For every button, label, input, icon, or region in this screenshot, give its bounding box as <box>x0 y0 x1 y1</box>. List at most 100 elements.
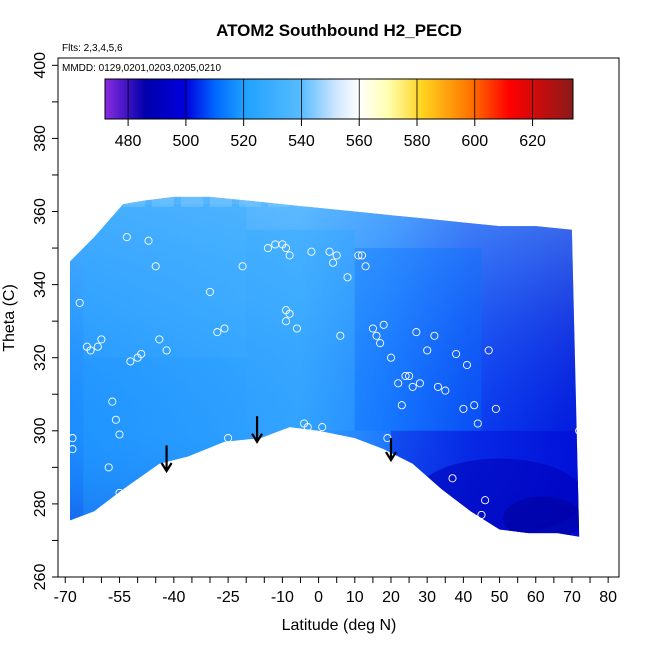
flight-point <box>372 331 381 340</box>
flight-point <box>115 430 124 439</box>
flight-point <box>263 244 272 253</box>
flight-point <box>126 357 135 366</box>
y-tick-label: 380 <box>32 125 49 152</box>
flight-point <box>137 349 146 359</box>
colorbar-tick-label: 620 <box>519 133 546 150</box>
flight-point <box>376 339 385 348</box>
flight-point <box>433 382 443 391</box>
field-top-streak <box>238 196 261 207</box>
flight-point <box>452 349 461 359</box>
flight-point <box>285 251 294 260</box>
flight-point <box>575 426 584 435</box>
flight-point <box>325 247 334 256</box>
flight-point <box>394 379 403 388</box>
flight-point <box>220 324 229 333</box>
arrow-head <box>160 462 173 474</box>
flight-point <box>68 445 77 454</box>
dates-note: MMDD: 0129,0201,0203,0205,0210 <box>62 63 221 74</box>
x-tick-label: 80 <box>599 589 617 606</box>
flight-point <box>111 415 120 424</box>
colorbar-tick-label: 580 <box>404 133 431 150</box>
region-southern-lower <box>83 357 247 519</box>
flight-points <box>61 233 584 519</box>
y-tick-label: 280 <box>32 490 49 517</box>
flight-point <box>343 273 352 282</box>
flight-point <box>462 360 472 370</box>
flight-point <box>86 346 95 355</box>
flight-point <box>303 423 312 432</box>
x-tick-label: -40 <box>162 589 185 606</box>
arrow-head <box>385 451 397 463</box>
heatmap-field <box>65 196 580 537</box>
colorbar: 480 500 520 540 560 580 600 620 <box>104 78 574 150</box>
region-northern-mid <box>354 248 482 431</box>
flight-point <box>379 320 388 329</box>
flight-point <box>108 397 117 406</box>
field-top-streak <box>152 196 175 207</box>
x-tick-label: -70 <box>54 589 77 606</box>
field-top-streak <box>210 196 233 207</box>
flight-point <box>238 262 247 271</box>
flight-point <box>459 404 468 413</box>
flight-point <box>405 371 414 381</box>
flight-point <box>484 346 493 355</box>
x-tick-label: 50 <box>491 589 509 606</box>
flight-point <box>307 247 316 256</box>
flight-point <box>401 371 410 381</box>
flight-point <box>61 317 70 326</box>
x-tick-label: 60 <box>527 589 545 606</box>
flight-point <box>386 353 396 362</box>
flight-point <box>357 251 367 260</box>
flight-point <box>122 233 131 242</box>
colorbar-tick-label: 500 <box>173 133 200 150</box>
field-top-streak <box>94 196 117 207</box>
x-axis-label: Latitude (deg N) <box>282 617 397 634</box>
flight-point <box>162 346 171 355</box>
y-tick-label: 320 <box>32 344 49 371</box>
x-tick-label: -55 <box>108 589 131 606</box>
x-tick-label: 10 <box>346 589 364 606</box>
flight-point <box>318 423 327 432</box>
flight-point <box>448 474 457 483</box>
field-top-streak <box>499 196 522 207</box>
flight-point <box>481 496 490 505</box>
x-tick-label: 20 <box>382 589 400 606</box>
y-tick-label: 340 <box>32 271 49 298</box>
field-top-streak <box>296 196 319 207</box>
colorbar-tick-label: 600 <box>461 133 488 150</box>
flight-point <box>336 331 345 340</box>
colorbar-tick-label: 560 <box>346 133 373 150</box>
flight-point <box>213 328 222 337</box>
x-tick-label: 40 <box>454 589 472 606</box>
flight-point <box>412 328 421 337</box>
flight-point <box>383 434 392 443</box>
field-deep-core-inner <box>502 496 580 537</box>
field-top-streak <box>383 196 406 207</box>
x-axis: -70 -55 -40 -25 -10 0 10 20 30 40 50 60 70 80 <box>54 577 617 606</box>
flight-point <box>415 379 424 388</box>
chart-title: ATOM2 Southbound H2_PECD <box>216 21 462 40</box>
flight-point <box>491 404 500 413</box>
flight-point <box>408 382 417 391</box>
flight-point <box>292 324 301 333</box>
field-top-streak <box>470 196 493 207</box>
field-top-streak <box>123 196 146 207</box>
flight-point <box>281 317 291 326</box>
field-body <box>65 196 580 537</box>
field-top-streak <box>441 196 464 207</box>
y-axis: 260 280 300 320 340 360 380 400 <box>32 52 58 590</box>
field-top-streak <box>325 196 348 207</box>
arrows <box>160 416 397 474</box>
flight-point <box>430 331 439 340</box>
flight-point <box>285 309 294 318</box>
flight-point <box>144 236 153 245</box>
field-top-streak <box>267 196 290 207</box>
surface-arrow <box>385 438 397 463</box>
field-top-streak <box>528 196 551 207</box>
y-tick-label: 260 <box>32 564 49 591</box>
surface-arrow <box>160 445 173 474</box>
x-tick-label: 70 <box>563 589 581 606</box>
x-tick-label: 0 <box>314 589 323 606</box>
flight-point <box>473 419 482 428</box>
